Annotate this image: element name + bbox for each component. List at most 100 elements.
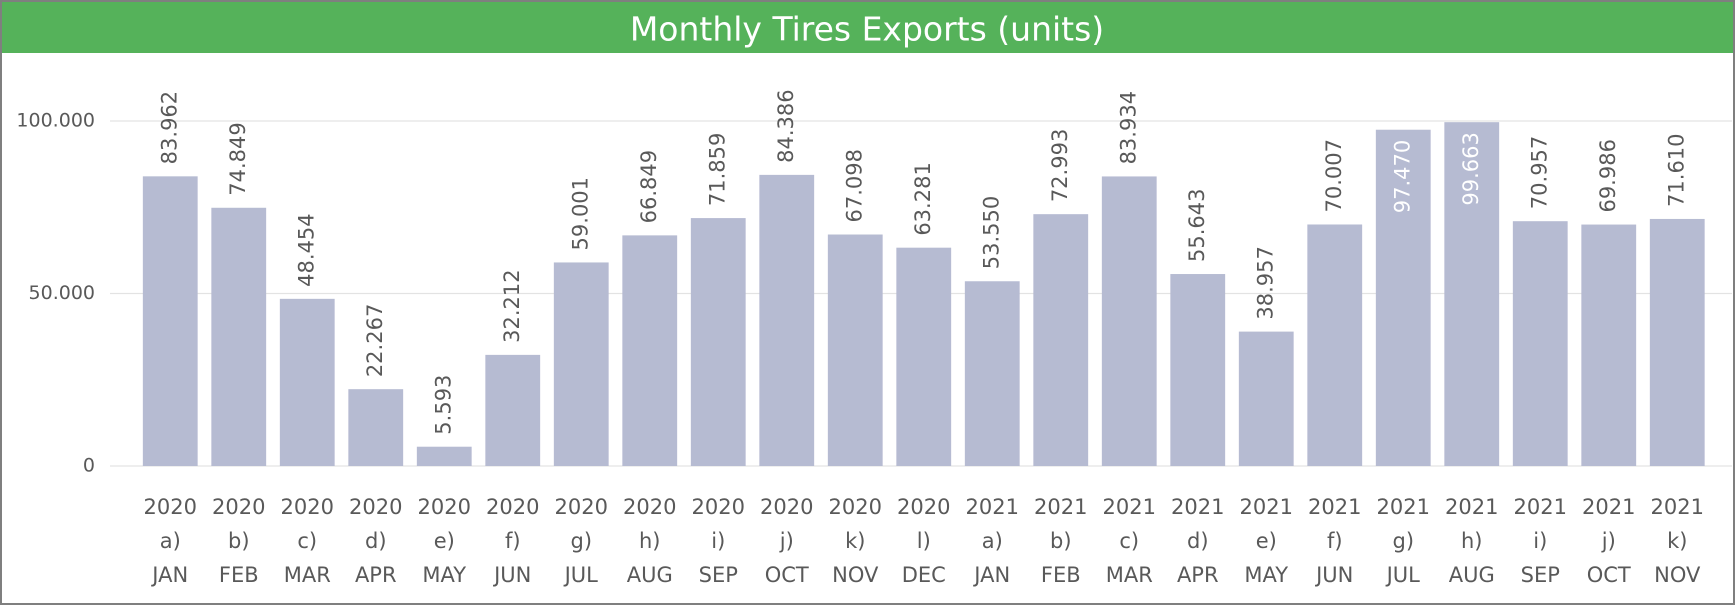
x-tick-label: j) — [1601, 529, 1616, 553]
x-tick-label: 2020 — [829, 495, 882, 519]
x-tick-label: SEP — [699, 563, 738, 587]
x-tick-label: b) — [1050, 529, 1072, 553]
value-label: 97.470 — [1390, 140, 1414, 213]
bar — [1444, 122, 1500, 466]
bar — [964, 281, 1020, 466]
x-tick-label: MAR — [1106, 563, 1153, 587]
x-tick-label: b) — [228, 529, 250, 553]
x-tick-label: j) — [779, 529, 794, 553]
value-label: 83.934 — [1116, 91, 1140, 164]
bar — [1307, 224, 1363, 466]
bar — [759, 174, 815, 467]
x-tick-label: JAN — [150, 563, 188, 587]
bar — [1101, 176, 1157, 466]
bar — [553, 262, 609, 466]
x-tick-label: f) — [1327, 529, 1343, 553]
x-tick-label: OCT — [765, 563, 809, 587]
x-tick-label: 2020 — [692, 495, 745, 519]
value-label: 71.859 — [705, 133, 729, 206]
x-tick-label: JUN — [492, 563, 531, 587]
x-tick-label: MAR — [284, 563, 331, 587]
x-tick-label: 2021 — [1240, 495, 1293, 519]
chart-title: Monthly Tires Exports (units) — [630, 10, 1104, 49]
bar — [1033, 214, 1089, 466]
value-label: 66.849 — [637, 150, 661, 223]
bar — [1581, 224, 1637, 466]
bar — [896, 247, 952, 466]
title-bar — [2, 2, 1733, 53]
x-tick-label: MAY — [422, 563, 466, 587]
value-label: 48.454 — [294, 213, 318, 286]
x-tick-label: c) — [1119, 529, 1139, 553]
value-label: 70.007 — [1322, 139, 1346, 212]
bar — [211, 207, 267, 467]
x-tick-label: i) — [711, 529, 725, 553]
value-label: 71.610 — [1664, 133, 1688, 206]
x-tick-label: e) — [434, 529, 455, 553]
x-tick-label: h) — [639, 529, 661, 553]
value-label: 55.643 — [1185, 189, 1209, 262]
bar — [1512, 221, 1568, 466]
value-label: 83.962 — [157, 91, 181, 164]
x-tick-label: JUL — [1385, 563, 1421, 587]
y-tick-label: 50.000 — [29, 282, 95, 304]
x-tick-label: JAN — [972, 563, 1010, 587]
x-tick-label: 2021 — [1445, 495, 1498, 519]
x-tick-label: 2021 — [1377, 495, 1430, 519]
value-label: 53.550 — [979, 196, 1003, 269]
x-tick-label: 2021 — [1103, 495, 1156, 519]
value-label: 84.386 — [774, 89, 798, 162]
x-tick-label: APR — [355, 563, 397, 587]
value-label: 99.663 — [1459, 132, 1483, 205]
x-tick-label: d) — [365, 529, 387, 553]
value-label: 38.957 — [1253, 246, 1277, 319]
bar — [1375, 129, 1431, 466]
value-label: 69.986 — [1596, 139, 1620, 212]
value-label: 70.957 — [1527, 136, 1551, 209]
value-label: 32.212 — [500, 269, 524, 342]
x-tick-label: FEB — [219, 563, 259, 587]
x-tick-label: MAY — [1244, 563, 1288, 587]
bar — [1238, 331, 1294, 466]
x-tick-label: AUG — [1449, 563, 1495, 587]
x-tick-label: k) — [845, 529, 865, 553]
x-tick-label: 2020 — [555, 495, 608, 519]
x-tick-label: OCT — [1587, 563, 1631, 587]
x-tick-label: 2020 — [760, 495, 813, 519]
x-tick-label: 2021 — [1171, 495, 1224, 519]
x-tick-label: APR — [1177, 563, 1219, 587]
x-tick-label: a) — [160, 529, 181, 553]
bar — [279, 298, 335, 466]
bar — [142, 176, 198, 466]
x-tick-label: JUL — [563, 563, 599, 587]
x-tick-label: 2021 — [966, 495, 1019, 519]
value-label: 67.098 — [842, 149, 866, 222]
x-tick-label: 2020 — [418, 495, 471, 519]
x-tick-label: g) — [1392, 529, 1414, 553]
x-tick-label: SEP — [1521, 563, 1560, 587]
bar — [690, 218, 746, 466]
y-tick-label: 100.000 — [16, 110, 95, 132]
x-tick-label: g) — [570, 529, 592, 553]
x-tick-label: e) — [1256, 529, 1277, 553]
x-tick-label: a) — [982, 529, 1003, 553]
x-tick-label: FEB — [1041, 563, 1081, 587]
x-tick-label: 2020 — [897, 495, 950, 519]
x-tick-label: DEC — [902, 563, 946, 587]
bar — [622, 235, 678, 466]
x-tick-label: 2020 — [281, 495, 334, 519]
bar — [416, 446, 472, 466]
x-tick-label: h) — [1461, 529, 1483, 553]
x-tick-label: 2021 — [1651, 495, 1704, 519]
x-tick-label: i) — [1533, 529, 1547, 553]
x-tick-label: AUG — [627, 563, 673, 587]
x-tick-label: 2021 — [1514, 495, 1567, 519]
x-tick-label: NOV — [1654, 563, 1701, 587]
y-tick-label: 0 — [83, 455, 95, 477]
x-tick-label: 2020 — [349, 495, 402, 519]
x-tick-label: k) — [1667, 529, 1687, 553]
x-tick-label: f) — [505, 529, 521, 553]
x-tick-label: d) — [1187, 529, 1209, 553]
